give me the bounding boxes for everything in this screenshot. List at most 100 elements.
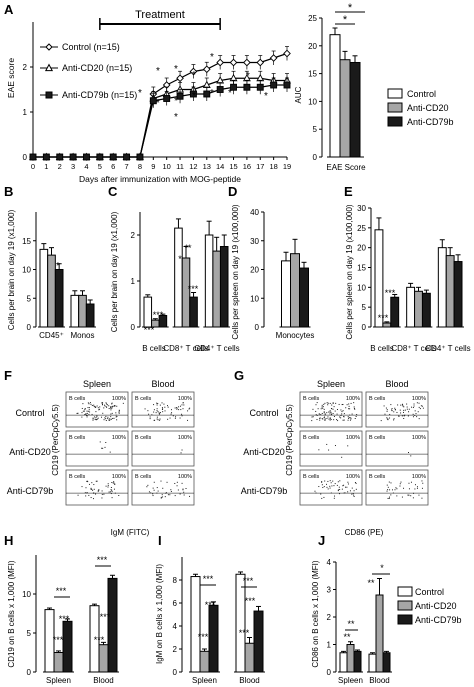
auc-bracket-star-2: * — [348, 2, 353, 14]
g-event-dot — [316, 414, 318, 416]
f-event-dot — [101, 493, 103, 495]
g-event-dot — [421, 497, 423, 499]
g-event-dot — [328, 411, 330, 413]
g-event-dot — [311, 416, 313, 418]
g-event-dot — [317, 408, 319, 410]
b-y-tick-label: 0 — [27, 323, 32, 332]
a-point-square — [109, 153, 117, 161]
g-gate-value: 100% — [412, 435, 426, 441]
f-event-dot — [115, 412, 117, 414]
f-event-dot — [150, 492, 152, 494]
f-event-dot — [156, 492, 158, 494]
f-event-dot — [162, 487, 164, 489]
e-y-tick-label: 0 — [362, 323, 367, 332]
f-event-dot — [86, 480, 88, 482]
f-event-dot — [94, 418, 96, 420]
f-gate-value: 100% — [178, 396, 192, 402]
j-significance-star: ** — [367, 578, 375, 588]
f-event-dot — [174, 495, 176, 497]
e-bar-0 — [406, 286, 416, 328]
f-event-dot — [84, 492, 86, 494]
g-event-dot — [356, 414, 358, 416]
f-plot-box — [131, 391, 195, 428]
g-event-dot — [339, 480, 341, 482]
g-event-dot — [321, 484, 323, 486]
d-bar-1 — [290, 253, 300, 328]
f-event-dot — [108, 405, 110, 407]
f-event-dot — [170, 490, 172, 492]
f-event-dot — [101, 416, 103, 418]
auc-y-axis-label: AUC — [294, 86, 303, 103]
g-event-dot — [324, 413, 326, 415]
f-plot-box — [131, 469, 195, 506]
j-legend-label-0: Control — [415, 587, 444, 597]
g-event-dot — [321, 497, 323, 499]
a-x-tick-label: 14 — [216, 162, 224, 171]
g-event-dot — [386, 409, 388, 411]
f-event-dot — [169, 417, 171, 419]
g-event-dot — [329, 402, 331, 404]
f-event-dot — [92, 418, 94, 420]
b-bar-2 — [54, 269, 64, 328]
f-event-dot — [181, 413, 183, 415]
f-event-dot — [95, 417, 97, 419]
g-event-dot — [403, 406, 405, 408]
g-event-dot — [347, 419, 349, 421]
c-bar-1 — [212, 250, 221, 328]
panel-letter-g: G — [234, 368, 244, 383]
g-event-dot — [326, 412, 328, 414]
f-event-dot — [151, 414, 153, 416]
g-event-dot — [413, 403, 415, 405]
g-event-dot — [412, 497, 414, 499]
b-bar-1 — [47, 254, 56, 328]
g-event-dot — [329, 487, 331, 489]
g-event-dot — [322, 406, 324, 408]
g-event-dot — [332, 408, 334, 410]
f-event-dot — [101, 447, 103, 449]
f-event-dot — [109, 419, 111, 421]
f-event-dot — [93, 405, 95, 407]
f-row-label: Anti-CD79b — [7, 486, 54, 496]
g-event-dot — [316, 402, 318, 404]
g-event-dot — [353, 490, 355, 492]
g-event-dot — [337, 490, 339, 492]
auc-x-axis-label: EAE Score — [326, 163, 366, 172]
i-y-tick-label: 6 — [173, 599, 178, 608]
g-event-dot — [407, 494, 409, 496]
g-event-dot — [340, 409, 342, 411]
f-event-dot — [102, 412, 104, 414]
f-event-dot — [87, 407, 89, 409]
i-significance-star: *** — [243, 576, 254, 586]
g-event-dot — [353, 407, 355, 409]
f-event-dot — [106, 403, 108, 405]
g-event-dot — [401, 404, 403, 406]
c-significance-star: *** — [144, 325, 155, 335]
a-point-diamond — [229, 58, 238, 67]
a-point-diamond — [202, 65, 211, 74]
g-event-dot — [324, 419, 326, 421]
d-y-tick-label: 10 — [250, 294, 259, 303]
g-event-dot — [394, 409, 396, 411]
a-x-tick-label: 17 — [256, 162, 264, 171]
a-x-tick-label: 18 — [269, 162, 277, 171]
f-event-dot — [101, 402, 103, 404]
f-event-dot — [98, 489, 100, 491]
g-event-dot — [327, 480, 329, 482]
a-x-tick-label: 11 — [176, 162, 184, 171]
f-event-dot — [111, 497, 113, 499]
f-event-dot — [165, 492, 167, 494]
g-event-dot — [348, 405, 350, 407]
g-plot-box — [299, 469, 363, 506]
d-y-tick-label: 0 — [255, 323, 260, 332]
g-x-axis-label: CD86 (PE) — [345, 528, 384, 537]
a-point-diamond — [269, 54, 278, 62]
auc-legend-label-1: Anti-CD20 — [407, 103, 449, 113]
g-event-dot — [326, 483, 328, 485]
a-x-tick-label: 2 — [58, 162, 62, 171]
g-row-label: Anti-CD79b — [241, 486, 288, 496]
g-event-dot — [391, 410, 393, 412]
g-event-dot — [413, 492, 415, 494]
auc-y-tick-label: 15 — [308, 70, 317, 79]
g-event-dot — [391, 409, 393, 411]
g-event-dot — [331, 413, 333, 415]
